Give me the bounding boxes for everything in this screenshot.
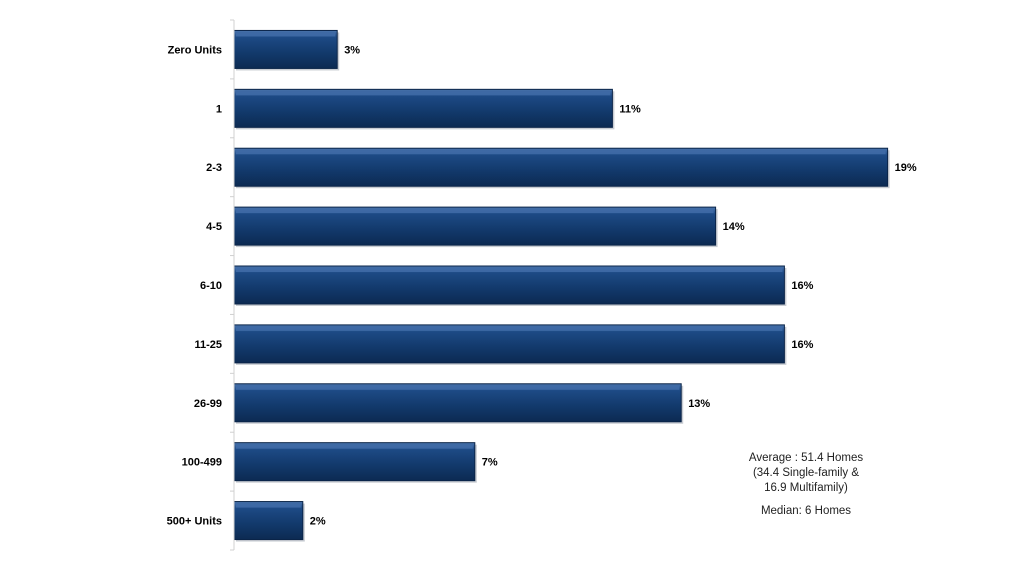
bar-highlight — [236, 209, 714, 214]
value-label: 3% — [344, 44, 360, 56]
bar — [233, 29, 338, 69]
bar-highlight — [236, 385, 680, 390]
category-label: Zero Units — [168, 44, 222, 56]
category-label: 2-3 — [206, 162, 222, 174]
median-text: Median: 6 Homes — [760, 505, 852, 517]
category-label: 6-10 — [200, 280, 222, 292]
category-label: 1 — [216, 103, 222, 115]
category-label: 100-499 — [182, 457, 222, 469]
category-labels: Zero Units 1 2-3 4-5 6-10 11-25 26-99 100-499 50… — [167, 44, 222, 527]
category-label: 11-25 — [194, 339, 222, 351]
bar-highlight — [236, 503, 301, 508]
bar-highlight — [236, 268, 783, 272]
value-label: 7% — [482, 457, 498, 469]
value-labels: 3% 11% 19% 14% 16% 16% 13% 7% 2% — [310, 44, 917, 527]
average-line-3: 16.9 Multifamily) — [764, 482, 848, 494]
value-label: 14% — [723, 221, 745, 233]
value-label: 16% — [791, 280, 813, 292]
value-label: 2% — [310, 516, 326, 528]
value-label: 16% — [791, 339, 813, 351]
y-axis-ticks — [230, 19, 234, 551]
bar-highlight — [236, 326, 783, 331]
value-label: 19% — [895, 162, 917, 174]
bar — [233, 324, 785, 364]
value-label: 11% — [619, 103, 641, 115]
bar — [233, 501, 304, 541]
bar-highlight — [236, 444, 473, 449]
category-label: 4-5 — [206, 221, 222, 233]
bar-highlight — [236, 32, 336, 37]
bar-highlight — [236, 150, 886, 155]
value-label: 13% — [688, 398, 710, 410]
summary-annotation: Average : 51.4 Homes (34.4 Single-family… — [736, 451, 876, 519]
average-line-1: Average : 51.4 Homes — [748, 452, 864, 464]
bars-group — [233, 29, 890, 542]
category-label: 26-99 — [194, 398, 222, 410]
bar — [233, 147, 889, 187]
category-label: 500+ Units — [167, 516, 222, 528]
bar — [233, 442, 476, 482]
average-line-2: (34.4 Single-family & — [752, 467, 860, 479]
bar — [233, 383, 682, 423]
bar — [233, 206, 717, 246]
bar-highlight — [236, 91, 611, 96]
bar — [233, 265, 785, 305]
